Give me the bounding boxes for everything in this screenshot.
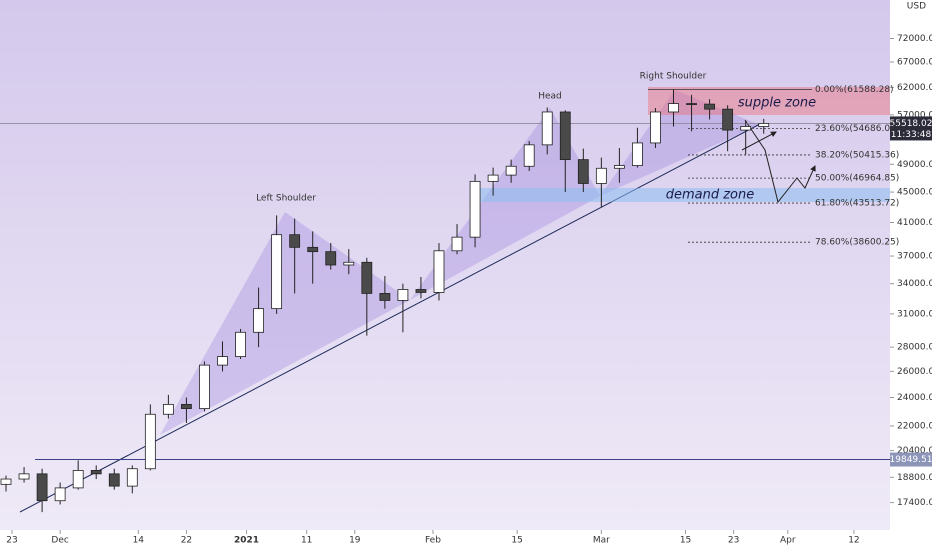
candle-body <box>650 111 661 144</box>
candle-body <box>668 103 679 113</box>
currency: USD <box>907 2 926 12</box>
candle-body <box>199 364 210 409</box>
candle-body <box>271 234 283 310</box>
fib-label: 0.00%(61588.28) <box>815 85 894 95</box>
y-tick-label: 67000.00 <box>897 58 932 68</box>
y-tick-label: 34000.00 <box>897 279 932 289</box>
candle-body <box>704 103 715 110</box>
y-tick-label: 22000.00 <box>897 421 932 431</box>
candle-body <box>505 165 517 176</box>
x-tick-label: Apr <box>780 536 796 546</box>
fib-label: 23.60%(54686.02) <box>815 124 899 134</box>
y-tick-label: 62000.00 <box>897 83 932 93</box>
candle-body <box>397 289 409 301</box>
y-tick-label: 18800.00 <box>897 473 932 483</box>
x-tick-label: 23 <box>6 536 17 546</box>
x-tick-label: 22 <box>181 536 192 546</box>
x-tick-label: Feb <box>425 536 441 546</box>
candle-body <box>36 473 48 502</box>
candle-body <box>686 103 697 105</box>
candle-body <box>758 123 770 127</box>
y-tick-label: 17400.00 <box>897 498 932 508</box>
candle-body <box>235 331 246 357</box>
annotation: Right Shoulder <box>640 72 707 82</box>
fib-label: 61.80%(43513.72) <box>815 199 899 209</box>
x-tick-label: 19 <box>349 536 361 546</box>
candle-body <box>433 250 445 293</box>
y-tick-label: 49000.00 <box>897 160 932 170</box>
fib-label: 38.20%(50415.36) <box>815 150 899 160</box>
x-tick-label: 14 <box>133 536 145 546</box>
candle-body <box>577 159 589 184</box>
candle-body <box>541 111 553 146</box>
annotation: Left Shoulder <box>256 194 316 204</box>
y-tick-label: 57000.00 <box>897 110 932 120</box>
drawings <box>0 87 890 513</box>
right-shoulder-shape <box>600 90 760 196</box>
y-tick-label: 37000.00 <box>897 252 932 262</box>
candle-body <box>361 261 373 294</box>
candle-body <box>217 356 228 366</box>
candle-body <box>451 236 463 252</box>
fib-label: 78.60%(38600.25) <box>815 238 899 248</box>
candle-body <box>559 111 571 161</box>
candle-body <box>613 165 625 169</box>
y-tick-label: 26000.00 <box>897 367 932 377</box>
candle-body <box>415 289 427 293</box>
candle-body <box>325 251 337 266</box>
candle-body <box>289 234 301 248</box>
last-price-label: 55518.02 <box>890 119 932 129</box>
candle-body <box>722 108 734 131</box>
x-tick-label: 11 <box>301 536 312 546</box>
candle-body <box>379 293 391 301</box>
price-tag <box>890 452 932 467</box>
x-tick-label: 15 <box>511 536 522 546</box>
candle-body <box>595 167 607 184</box>
candle-body <box>523 144 535 167</box>
countdown: 11:33:48 <box>891 130 932 140</box>
annotation: demand zone <box>666 188 755 203</box>
y-tick-label: 28000.00 <box>897 343 932 353</box>
candle-body <box>72 470 84 489</box>
candle-body <box>144 413 156 470</box>
x-tick-label: 12 <box>848 536 859 546</box>
candle-body <box>0 478 12 485</box>
candle-body <box>632 142 643 166</box>
y-tick-label: 20400.00 <box>897 446 932 456</box>
candle-body <box>18 473 30 480</box>
y-tick-label: 24000.00 <box>897 393 932 403</box>
price-tag-label: 19849.51 <box>890 455 932 465</box>
projection-arrow <box>741 131 777 151</box>
y-tick-label: 72000.00 <box>897 34 932 44</box>
y-tick-label: 45000.00 <box>897 188 932 198</box>
candle-body <box>126 468 138 487</box>
projection-arrow <box>744 119 816 204</box>
candle-body <box>343 261 355 266</box>
x-tick-label: 15 <box>680 536 691 546</box>
candle-body <box>90 470 102 475</box>
candle-body <box>253 308 264 333</box>
candle-body <box>487 174 499 182</box>
y-tick-label: 41000.00 <box>897 218 932 228</box>
candle-body <box>740 126 752 131</box>
fib-label: 50.00%(46964.85) <box>815 174 899 184</box>
supply-zone <box>648 87 890 115</box>
annotation: supple zone <box>738 96 816 111</box>
annotation: Head <box>538 92 562 102</box>
x-tick-label: Dec <box>51 536 68 546</box>
candle-body <box>469 180 481 238</box>
candle-body <box>54 487 66 502</box>
time-axis <box>0 530 890 550</box>
candle-body <box>307 246 319 253</box>
x-tick-label: 2021 <box>234 536 259 546</box>
candle-body <box>108 473 120 487</box>
candle-body <box>162 403 174 415</box>
last-price-tag <box>890 116 932 141</box>
candle-body <box>181 403 192 409</box>
y-tick-label: 31000.00 <box>897 309 932 319</box>
x-tick-label: 23 <box>728 536 739 546</box>
x-tick-label: Mar <box>593 536 610 546</box>
left-shoulder-shape <box>160 212 410 435</box>
